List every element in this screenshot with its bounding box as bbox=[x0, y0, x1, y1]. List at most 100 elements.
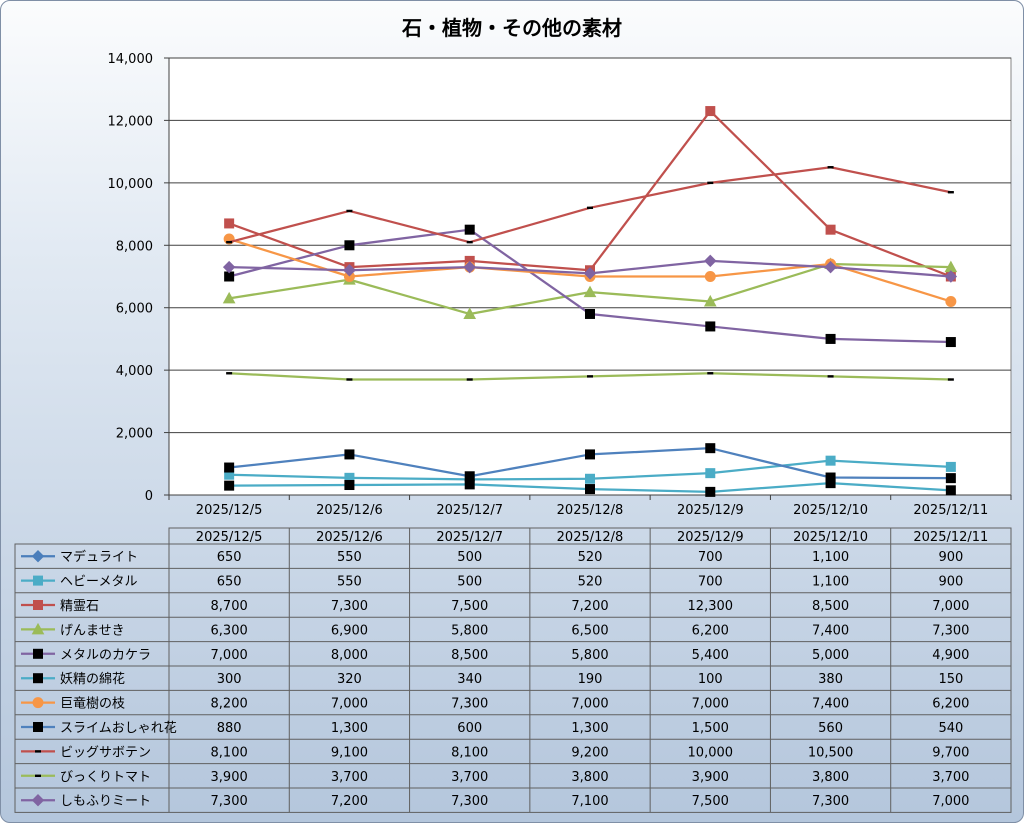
table-cell: 520 bbox=[578, 550, 603, 565]
table-cell: 7,000 bbox=[932, 794, 969, 809]
data-point bbox=[705, 486, 716, 497]
data-point bbox=[344, 449, 355, 460]
table-cell: 900 bbox=[938, 550, 963, 565]
data-point bbox=[343, 264, 356, 277]
table-cell: 9,200 bbox=[571, 745, 608, 760]
table-cell: 6,900 bbox=[331, 623, 368, 638]
plot-area: 0 2,000 4,000 6,000 8,000 10,000 12,000 14,000 2… bbox=[108, 52, 1012, 518]
y-tick-label: 10,000 bbox=[108, 177, 154, 192]
table-cell: 3,900 bbox=[211, 770, 248, 785]
table-cell: 8,500 bbox=[812, 599, 849, 614]
data-point bbox=[827, 166, 834, 169]
table-header-cell: 2025/12/11 bbox=[913, 530, 988, 545]
data-point bbox=[583, 285, 597, 298]
y-tick-label: 0 bbox=[145, 489, 153, 504]
table-cell: 150 bbox=[938, 672, 963, 687]
legend-label: メタルのカケラ bbox=[60, 648, 151, 663]
table-cell: 500 bbox=[457, 575, 482, 590]
table-header-cell: 2025/12/8 bbox=[557, 530, 624, 545]
data-point bbox=[222, 260, 236, 274]
data-point bbox=[466, 240, 473, 244]
data-point bbox=[464, 224, 475, 235]
table-cell: 540 bbox=[938, 721, 963, 736]
table-cell: 190 bbox=[578, 672, 603, 687]
legend-key-marker bbox=[35, 750, 41, 753]
legend-label: 妖精の綿花 bbox=[60, 671, 125, 687]
table-cell: 380 bbox=[818, 672, 843, 687]
table-cell: 8,500 bbox=[451, 648, 488, 663]
series-10 bbox=[226, 372, 954, 381]
table-cell: 340 bbox=[457, 672, 482, 687]
table-cell: 7,300 bbox=[451, 794, 488, 809]
table-row: しもふりミート 7,300 7,200 7,300 7,100 7,500 7,300 7,0… bbox=[21, 793, 969, 809]
table-cell: 8,100 bbox=[211, 745, 248, 760]
legend-key-marker bbox=[33, 575, 43, 586]
table-row: ヘビーメタル 650 550 500 520 700 1,100 900 bbox=[21, 575, 963, 590]
table-cell: 320 bbox=[337, 672, 362, 687]
table-cell: 7,200 bbox=[331, 794, 368, 809]
data-point bbox=[226, 240, 233, 244]
data-point bbox=[224, 271, 235, 282]
table-cell: 3,700 bbox=[932, 770, 969, 785]
table-row: スライムおしゃれ花 880 1,300 600 1,300 1,500 560 540 bbox=[21, 720, 963, 736]
data-point bbox=[587, 206, 593, 210]
data-point bbox=[825, 455, 836, 466]
table-cell: 10,000 bbox=[688, 745, 734, 760]
data-point bbox=[825, 224, 836, 235]
data-point bbox=[463, 260, 476, 274]
table-cell: 8,000 bbox=[331, 648, 368, 663]
table-row: ビッグサボテン 8,100 9,100 8,100 9,200 10,000 10,500 9… bbox=[21, 745, 969, 760]
table-row: げんませき 6,300 6,900 5,800 6,500 6,200 7,400 7,300 bbox=[21, 622, 969, 638]
data-point bbox=[224, 462, 235, 473]
table-cell: 5,800 bbox=[451, 623, 488, 638]
data-point bbox=[947, 191, 954, 194]
data-point bbox=[705, 106, 716, 117]
series-8 bbox=[224, 443, 956, 484]
data-point bbox=[346, 209, 353, 213]
legend-label: ヘビーメタル bbox=[60, 575, 137, 590]
data-point bbox=[703, 294, 717, 307]
data-point bbox=[464, 471, 475, 482]
table-row: びっくりトマト 3,900 3,700 3,700 3,800 3,900 3,800 3,7… bbox=[21, 770, 969, 785]
table-cell: 7,500 bbox=[692, 794, 729, 809]
table-header-cell: 2025/12/7 bbox=[436, 530, 503, 545]
table-cell: 900 bbox=[938, 575, 963, 590]
legend-key-marker bbox=[31, 549, 45, 563]
table-row: メタルのカケラ 7,000 8,000 8,500 5,800 5,400 5,000 4,9… bbox=[21, 648, 969, 663]
data-point bbox=[945, 473, 956, 484]
legend-key-marker bbox=[31, 622, 45, 635]
table-cell: 550 bbox=[337, 550, 362, 565]
data-point bbox=[945, 485, 956, 496]
table-cell: 7,400 bbox=[812, 697, 849, 712]
table-cell: 5,400 bbox=[692, 648, 729, 663]
table-cell: 8,200 bbox=[211, 697, 248, 712]
table-cell: 3,700 bbox=[331, 770, 368, 785]
legend-label: げんませき bbox=[60, 623, 125, 638]
data-point bbox=[827, 375, 834, 378]
table-cell: 7,300 bbox=[211, 794, 248, 809]
legend-key-marker bbox=[32, 697, 44, 709]
data-point bbox=[226, 372, 233, 375]
data-point bbox=[825, 333, 836, 344]
data-point bbox=[344, 240, 355, 251]
table-cell: 7,300 bbox=[932, 623, 969, 638]
table-cell: 7,300 bbox=[331, 599, 368, 614]
data-point bbox=[705, 321, 716, 332]
legend-key-marker bbox=[33, 722, 43, 732]
table-cell: 3,800 bbox=[812, 770, 849, 785]
data-point bbox=[344, 480, 355, 491]
table-cell: 6,200 bbox=[932, 697, 969, 712]
table-cell: 520 bbox=[578, 575, 603, 590]
data-point bbox=[705, 468, 716, 479]
data-point bbox=[704, 254, 717, 268]
x-tick-label: 2025/12/10 bbox=[793, 503, 868, 518]
y-tick-label: 14,000 bbox=[108, 52, 154, 67]
legend-label: しもふりミート bbox=[60, 794, 151, 809]
table-cell: 7,100 bbox=[571, 794, 608, 809]
data-point bbox=[945, 461, 956, 472]
legend-label: スライムおしゃれ花 bbox=[60, 720, 177, 736]
table-cell: 1,300 bbox=[571, 721, 608, 736]
table-cell: 500 bbox=[457, 550, 482, 565]
table-row: マデュライト 650 550 500 520 700 1,100 900 bbox=[21, 549, 963, 565]
